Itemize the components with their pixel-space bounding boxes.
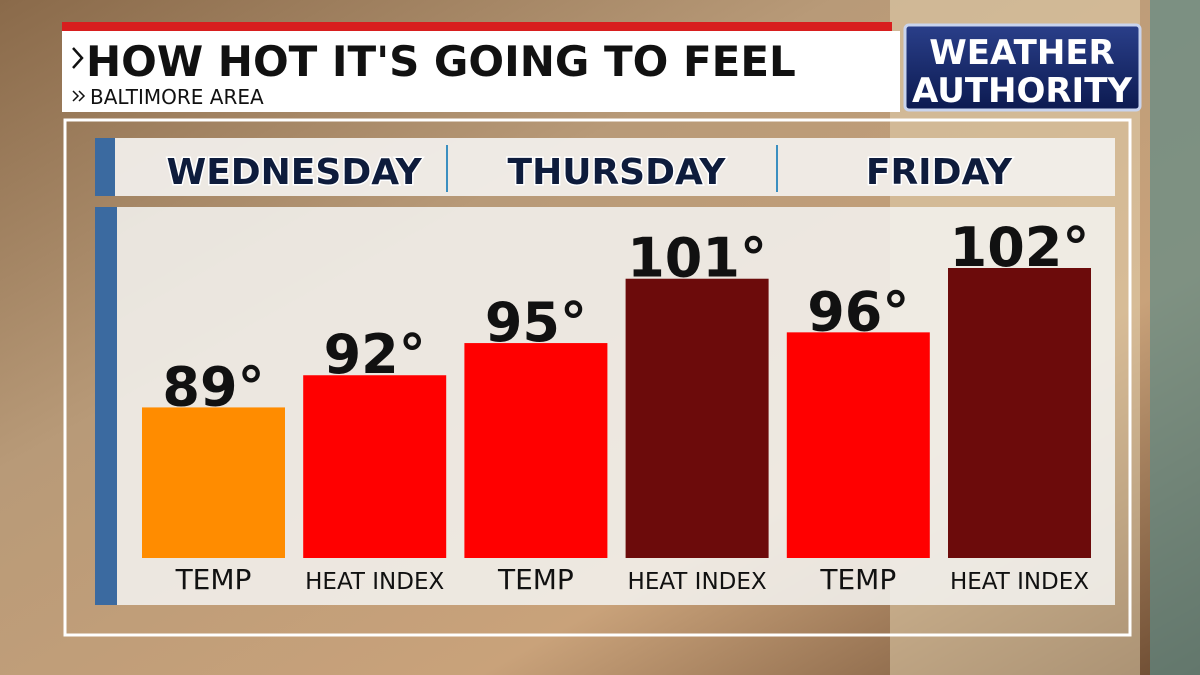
logo-box [903,23,1142,112]
logo-text: WEATHER [929,33,1114,73]
logo-text: AUTHORITY [912,71,1132,111]
value-label: 95° [485,291,587,354]
day-label: FRIDAY [866,152,1013,193]
category-label: TEMP [819,563,896,596]
chevron [72,90,80,102]
value-label: 96° [807,280,909,343]
category-label: HEAT INDEX [305,569,444,595]
value-label: 92° [324,323,426,386]
bar [786,332,930,558]
header-box [62,31,900,112]
day-band [95,138,1115,196]
bar [464,343,608,558]
category-label: HEAT INDEX [950,569,1089,595]
chevron [78,90,86,102]
day-label: THURSDAY [508,152,727,193]
chart-area-accent [95,207,117,605]
day-label: WEDNESDAY [166,152,422,193]
bar [303,375,447,558]
bar [625,278,769,558]
category-label: TEMP [175,563,252,596]
bar [948,268,1091,558]
category-label: HEAT INDEX [628,569,767,595]
bar [142,407,285,558]
header-accent [62,22,892,31]
subtitle: BALTIMORE AREA [90,85,264,109]
title: HOW HOT IT'S GOING TO FEEL [86,37,796,86]
value-label: 101° [627,227,767,290]
background-post [1150,0,1200,675]
panel-outline [63,118,1132,637]
value-label: 102° [950,216,1090,279]
chevron [72,47,84,69]
category-label: TEMP [497,563,574,596]
day-band-accent [95,138,115,196]
value-label: 89° [162,355,264,418]
